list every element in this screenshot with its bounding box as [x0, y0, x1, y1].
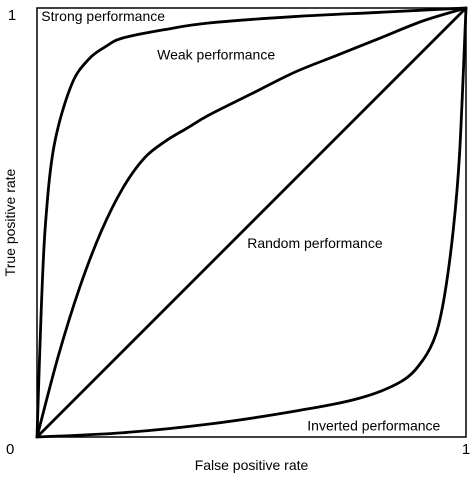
random-performance-curve — [35, 6, 468, 439]
x-tick-label-1: 1 — [462, 441, 470, 458]
weak-performance-label: Weak performance — [157, 46, 275, 62]
annotations-layer: Strong performance Weak performance Random… — [41, 8, 440, 434]
strong-performance-label: Strong performance — [41, 8, 165, 24]
y-tick-label-1: 1 — [8, 7, 16, 24]
random-performance-label: Random performance — [247, 235, 383, 251]
x-axis-label: False positive rate — [195, 457, 309, 473]
curves-layer — [35, 6, 468, 439]
plot-frame — [36, 7, 467, 438]
y-axis-label: True positive rate — [2, 168, 18, 276]
weak-performance-curve — [35, 6, 468, 439]
inverted-performance-curve — [35, 6, 468, 439]
strong-performance-curve — [35, 6, 468, 439]
inverted-performance-label: Inverted performance — [307, 418, 440, 434]
x-tick-label-0: 0 — [6, 441, 14, 458]
